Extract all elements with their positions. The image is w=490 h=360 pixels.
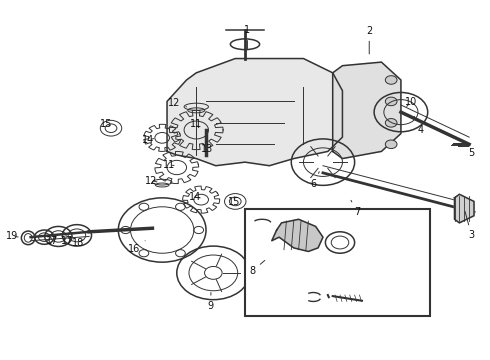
Polygon shape	[272, 219, 323, 251]
Text: 1: 1	[245, 25, 250, 49]
Text: 7: 7	[351, 200, 360, 217]
Text: 12: 12	[145, 176, 158, 186]
Text: 19: 19	[6, 231, 18, 242]
Text: 11: 11	[190, 118, 202, 129]
Text: 5: 5	[464, 141, 475, 158]
Text: 18: 18	[72, 238, 84, 248]
Text: 10: 10	[405, 97, 417, 107]
Text: 4: 4	[414, 116, 423, 135]
Polygon shape	[455, 194, 474, 223]
Circle shape	[385, 76, 397, 84]
Text: 15: 15	[100, 118, 112, 129]
Circle shape	[385, 97, 397, 106]
Text: 16: 16	[128, 241, 145, 253]
Text: 12: 12	[168, 98, 187, 108]
Text: 13: 13	[201, 141, 213, 154]
Circle shape	[385, 140, 397, 149]
Polygon shape	[333, 62, 401, 158]
Text: 8: 8	[249, 260, 265, 276]
Bar	[245, 208, 430, 316]
Text: 9: 9	[208, 293, 214, 311]
Text: 14: 14	[143, 135, 155, 145]
Text: 15: 15	[228, 197, 241, 207]
Circle shape	[385, 118, 397, 127]
Text: 6: 6	[310, 172, 319, 189]
Text: 3: 3	[465, 211, 475, 240]
Text: 14: 14	[189, 192, 201, 202]
Text: 11: 11	[163, 160, 175, 170]
Polygon shape	[167, 59, 343, 166]
Text: 17: 17	[47, 237, 59, 247]
Text: 17: 17	[61, 236, 74, 246]
Text: 2: 2	[366, 26, 372, 54]
